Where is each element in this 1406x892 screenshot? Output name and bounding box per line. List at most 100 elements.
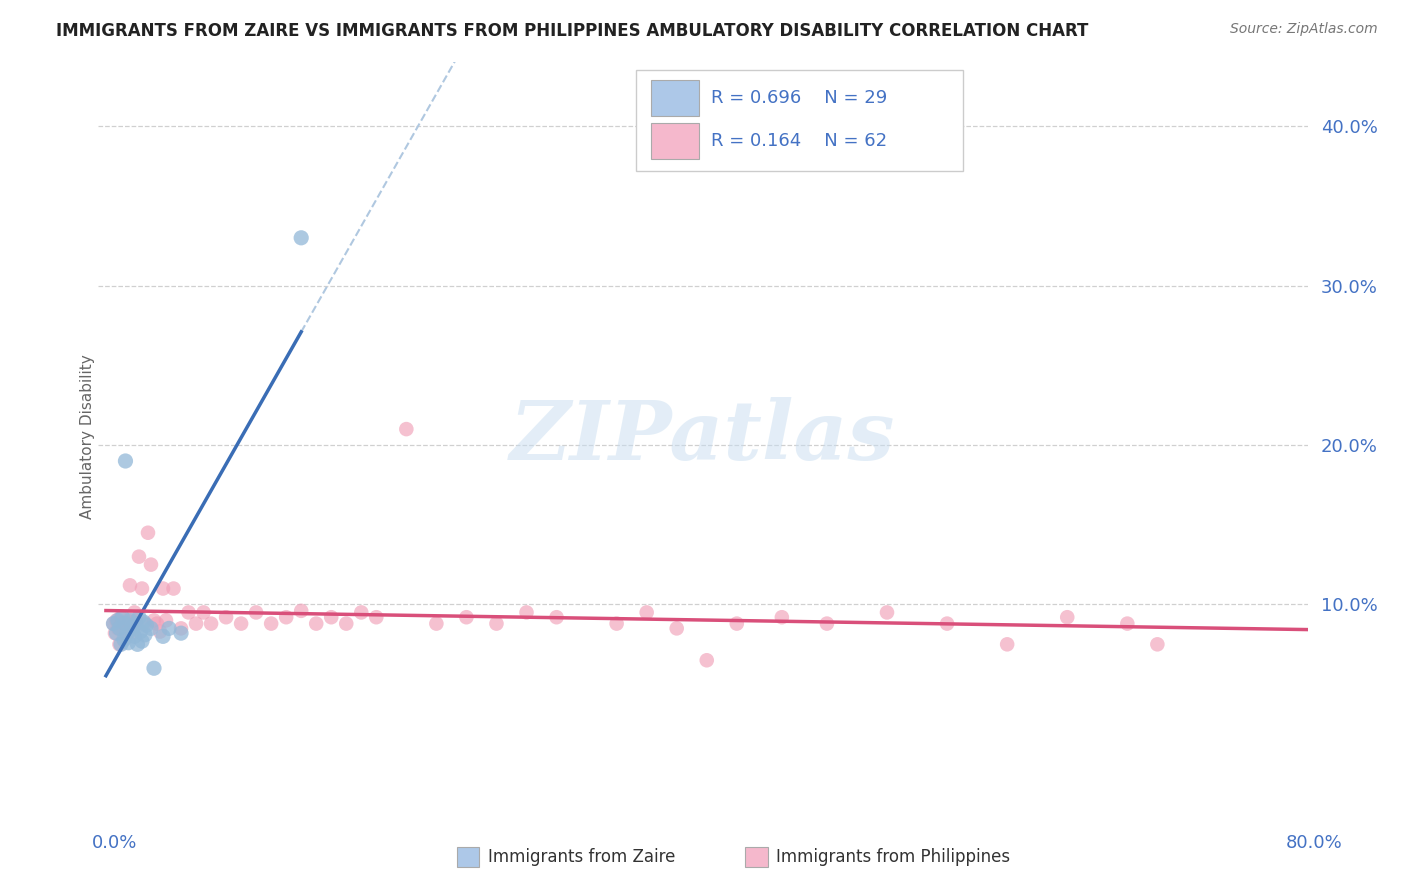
Point — [134, 628, 156, 642]
Point — [665, 621, 688, 635]
Y-axis label: Ambulatory Disability: Ambulatory Disability — [80, 355, 94, 519]
Point — [115, 626, 138, 640]
Point — [131, 582, 153, 596]
Point — [135, 618, 157, 632]
Point — [636, 606, 658, 620]
Point — [121, 623, 143, 637]
Point — [108, 637, 131, 651]
Text: Source: ZipAtlas.com: Source: ZipAtlas.com — [1230, 22, 1378, 37]
Point — [366, 610, 388, 624]
Point — [122, 620, 145, 634]
Point — [143, 661, 166, 675]
Point — [200, 616, 222, 631]
Point — [1146, 637, 1168, 651]
Point — [184, 616, 207, 631]
Point — [245, 606, 267, 620]
Point — [335, 616, 357, 631]
Text: IMMIGRANTS FROM ZAIRE VS IMMIGRANTS FROM PHILIPPINES AMBULATORY DISABILITY CORRE: IMMIGRANTS FROM ZAIRE VS IMMIGRANTS FROM… — [56, 22, 1088, 40]
Bar — [651, 123, 699, 159]
Point — [1056, 610, 1078, 624]
Point — [112, 632, 135, 647]
Point — [115, 614, 138, 628]
Point — [125, 614, 148, 628]
Point — [1116, 616, 1139, 631]
Point — [111, 616, 134, 631]
Point — [127, 637, 149, 651]
Point — [936, 616, 959, 631]
Point — [229, 616, 252, 631]
Point — [425, 616, 447, 631]
Point — [104, 626, 127, 640]
Point — [456, 610, 478, 624]
Point — [103, 616, 125, 631]
Point — [118, 614, 141, 628]
Point — [139, 621, 162, 635]
Point — [128, 549, 150, 564]
Point — [105, 614, 128, 628]
Point — [170, 626, 193, 640]
Point — [117, 636, 139, 650]
Point — [177, 606, 200, 620]
Point — [143, 614, 166, 628]
Bar — [637, 70, 963, 171]
Point — [305, 616, 328, 631]
Point — [132, 615, 155, 629]
Point — [170, 621, 193, 635]
Bar — [651, 80, 699, 116]
Point — [146, 616, 169, 631]
Point — [815, 616, 838, 631]
Point — [770, 610, 793, 624]
Point — [114, 454, 136, 468]
Point — [110, 637, 132, 651]
Text: ZIPatlas: ZIPatlas — [510, 397, 896, 477]
Point — [122, 624, 145, 639]
Point — [276, 610, 298, 624]
Point — [290, 604, 312, 618]
Text: Immigrants from Zaire: Immigrants from Zaire — [488, 848, 675, 866]
Point — [114, 631, 136, 645]
Point — [139, 558, 162, 572]
Point — [260, 616, 283, 631]
Point — [121, 616, 143, 631]
Point — [105, 626, 128, 640]
Text: R = 0.696    N = 29: R = 0.696 N = 29 — [711, 89, 887, 107]
Point — [129, 624, 152, 639]
Point — [125, 616, 148, 631]
Point — [162, 582, 184, 596]
Point — [350, 606, 373, 620]
Point — [876, 606, 898, 620]
Text: R = 0.164    N = 62: R = 0.164 N = 62 — [711, 132, 887, 150]
Point — [117, 621, 139, 635]
Point — [114, 616, 136, 631]
Point — [124, 606, 146, 620]
Point — [124, 629, 146, 643]
Point — [149, 624, 172, 639]
Point — [321, 610, 343, 624]
Point — [107, 614, 129, 628]
Text: Immigrants from Philippines: Immigrants from Philippines — [776, 848, 1011, 866]
Point — [103, 616, 125, 631]
Text: 80.0%: 80.0% — [1286, 834, 1343, 852]
Point — [696, 653, 718, 667]
Point — [128, 610, 150, 624]
Point — [152, 629, 174, 643]
Point — [111, 610, 134, 624]
Point — [152, 582, 174, 596]
Point — [515, 606, 537, 620]
Point — [193, 606, 215, 620]
Point — [290, 231, 312, 245]
Text: 0.0%: 0.0% — [91, 834, 136, 852]
Point — [606, 616, 628, 631]
Point — [134, 616, 156, 631]
Point — [118, 578, 141, 592]
Point — [485, 616, 508, 631]
Point — [995, 637, 1018, 651]
Point — [155, 614, 177, 628]
Point — [107, 621, 129, 635]
Point — [110, 610, 132, 624]
Point — [136, 525, 159, 540]
Point — [395, 422, 418, 436]
Point — [725, 616, 748, 631]
Point — [108, 621, 131, 635]
Point — [215, 610, 238, 624]
